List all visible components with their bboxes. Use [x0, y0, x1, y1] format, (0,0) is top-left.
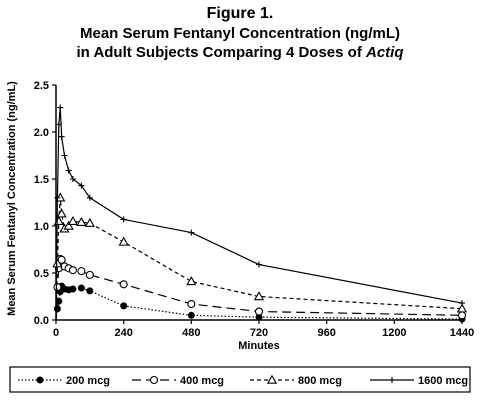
series-800-mcg-point — [186, 276, 197, 286]
legend-200-mcg-point — [36, 376, 44, 384]
series-1600-mcg-point — [120, 216, 127, 223]
series-800-mcg-point — [67, 215, 79, 225]
chart-title-drug-name: Actiq — [365, 44, 404, 61]
figure-label: Figure 1. — [206, 5, 274, 22]
series-400-mcg-point — [119, 280, 128, 289]
series-200-mcg-line — [55, 284, 463, 321]
y-tick-label: 0.0 — [34, 315, 49, 327]
series-200-mcg — [53, 282, 466, 323]
series-1600-mcg-point — [58, 133, 65, 140]
chart-title-line-2: Mean Serum Fentanyl Concentration (ng/mL… — [79, 25, 401, 42]
series-400-mcg-point — [68, 266, 77, 275]
series-400-mcg-point — [77, 267, 86, 276]
series-1600-mcg-line — [55, 107, 463, 321]
series-800-mcg-point — [63, 220, 74, 230]
series-200-mcg-point — [187, 311, 195, 319]
series-1600-mcg-point — [256, 261, 262, 268]
x-axis-label: Minutes — [238, 340, 280, 352]
x-tick-label: 1440 — [450, 327, 474, 339]
series-1600-mcg-point — [55, 121, 62, 128]
series-1600-mcg-point — [61, 152, 68, 159]
series-800-mcg-line — [55, 197, 463, 321]
y-tick-label: 2.5 — [34, 80, 49, 92]
series-1600-mcg-point — [65, 167, 72, 174]
series-1600-mcg-point — [69, 176, 76, 182]
legend: 200 mcg 400 mcg 800 mcg 1600 mcg — [9, 366, 471, 393]
legend-1600-mcg-point — [389, 377, 395, 383]
series-1600-mcg-point — [78, 182, 85, 189]
y-tick-label: 0.5 — [34, 268, 49, 280]
series-1600-mcg-point — [57, 104, 64, 111]
x-tick-label: 0 — [53, 327, 59, 339]
series-400-mcg-point — [85, 270, 94, 279]
series-800-mcg-point — [253, 291, 265, 301]
legend-800-mcg-label: 800 mcg — [298, 375, 342, 387]
series-800-mcg-point — [76, 216, 87, 226]
legend-400-mcg-point — [149, 375, 159, 385]
y-tick-label: 1.5 — [34, 174, 49, 186]
x-tick-label: 480 — [182, 327, 200, 339]
y-tick-label: 1.0 — [34, 221, 49, 233]
series-800-mcg-point — [52, 258, 63, 268]
series-1600-mcg-point — [459, 300, 465, 307]
series-200-mcg-point — [69, 285, 77, 293]
series-800-mcg-point — [118, 236, 129, 246]
chart-titles: Figure 1. Mean Serum Fentanyl Concentrat… — [0, 4, 480, 62]
series-400-mcg-point — [187, 299, 196, 309]
series-200-mcg-point — [86, 287, 94, 295]
series-400-mcg-point — [254, 307, 264, 316]
x-tick-label: 240 — [114, 327, 132, 339]
x-tick-label: 1200 — [382, 327, 406, 339]
legend-400-mcg-label: 400 mcg — [180, 375, 224, 387]
y-tick-label: 2.0 — [34, 127, 49, 139]
series-1600-mcg-point — [188, 229, 195, 236]
x-tick-label: 960 — [317, 327, 335, 339]
legend-800-mcg-point — [266, 374, 278, 384]
series-1600-mcg-point — [54, 194, 61, 201]
x-tick-label: 720 — [250, 327, 268, 339]
series-1600-mcg — [54, 104, 465, 321]
series-1600-mcg-point — [86, 194, 93, 201]
series-800-mcg-point — [456, 303, 468, 313]
legend-1600-mcg-label: 1600 mcg — [418, 375, 468, 387]
series-200-mcg-point — [53, 305, 61, 313]
series-800-mcg — [52, 192, 468, 321]
series-400-mcg-point — [457, 311, 467, 320]
legend-200-mcg-label: 200 mcg — [66, 375, 110, 387]
series-200-mcg-point — [77, 284, 85, 292]
series-800-mcg-point — [84, 217, 95, 227]
chart-title-line-3: in Adult Subjects Comparing 4 Doses of A… — [0, 43, 480, 62]
series-200-mcg-point — [120, 302, 128, 310]
y-axis-label: Mean Serum Fentanyl Concentration (ng/mL… — [6, 81, 18, 316]
series-800-mcg-point — [56, 208, 67, 218]
chart-title-line-3-text: in Adult Subjects Comparing 4 Doses of — [76, 44, 366, 61]
